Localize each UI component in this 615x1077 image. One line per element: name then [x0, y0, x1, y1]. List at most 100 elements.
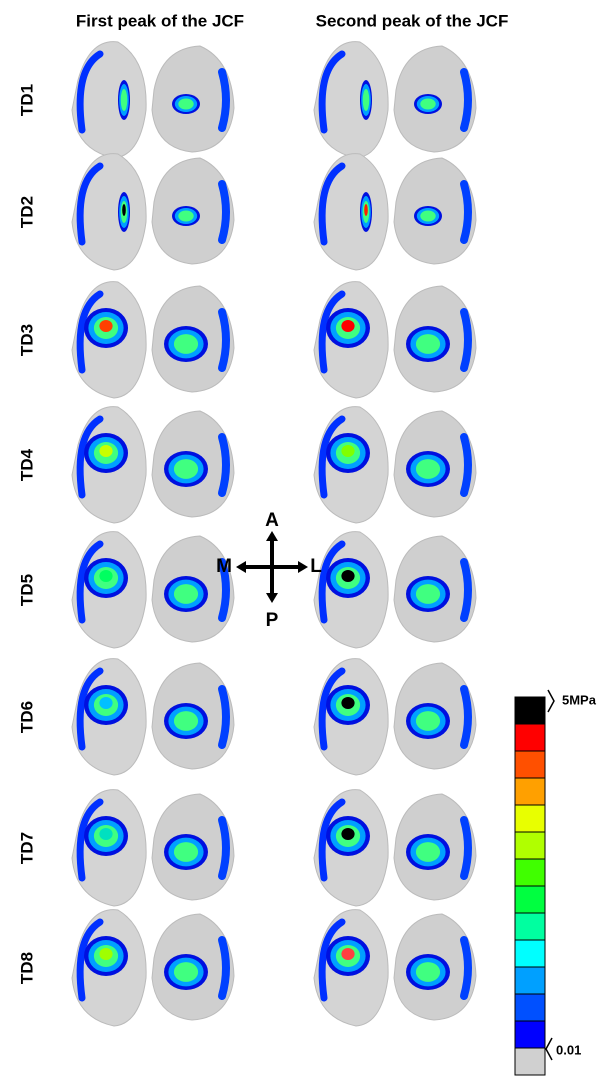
contact-rim — [222, 820, 226, 876]
pressure-region — [174, 584, 198, 604]
knee-pair — [314, 154, 476, 270]
legend-max-label: 5MPa — [562, 692, 597, 707]
contact-rim — [222, 312, 226, 368]
knee-pair — [314, 910, 476, 1026]
row-label: TD5 — [17, 574, 36, 606]
knee-pair — [314, 282, 476, 398]
pressure-region — [174, 842, 198, 862]
knee-pair — [314, 532, 476, 648]
pressure-region — [420, 211, 435, 222]
direction-label: M — [216, 556, 232, 577]
knee-pair — [314, 407, 476, 523]
column-header: Second peak of the JCF — [316, 11, 509, 30]
pressure-core — [341, 697, 354, 709]
direction-label: A — [265, 510, 279, 531]
row-label: TD7 — [17, 832, 36, 864]
arrow-head — [298, 561, 308, 573]
contact-rim — [464, 312, 468, 368]
contact-rim — [222, 437, 226, 493]
pressure-core — [364, 204, 368, 216]
pressure-core — [99, 828, 112, 840]
pressure-core — [341, 320, 354, 332]
pressure-region — [174, 962, 198, 982]
legend-swatch — [515, 994, 545, 1021]
contact-rim — [464, 437, 468, 493]
pressure-region — [121, 89, 128, 111]
figure: First peak of the JCF Second peak of the… — [0, 0, 615, 1077]
legend-swatch — [515, 913, 545, 940]
pressure-core — [122, 204, 126, 216]
legend-swatch — [515, 1048, 545, 1075]
pressure-core — [99, 948, 112, 960]
column-header: First peak of the JCF — [76, 11, 244, 30]
knee-pair — [72, 910, 234, 1026]
knee-pair — [72, 659, 234, 775]
legend-swatch — [515, 886, 545, 913]
pressure-region — [174, 711, 198, 731]
legend-min-label: 0.01 — [556, 1042, 581, 1057]
legend-swatch — [515, 805, 545, 832]
contact-rim — [464, 72, 468, 128]
arrow-head — [266, 531, 278, 541]
knee-pair — [72, 42, 234, 158]
contact-rim — [464, 689, 468, 745]
legend-swatch — [515, 967, 545, 994]
pressure-core — [99, 697, 112, 709]
legend-swatch — [515, 724, 545, 751]
contact-rim — [464, 562, 468, 618]
pressure-core — [341, 828, 354, 840]
direction-label: L — [310, 556, 322, 577]
legend-bracket — [546, 1038, 552, 1060]
direction-label: P — [266, 610, 279, 631]
orientation-compass: A P M L — [216, 510, 322, 631]
pressure-core — [341, 445, 354, 457]
legend-swatch — [515, 778, 545, 805]
pressure-core — [341, 948, 354, 960]
arrow-head — [266, 593, 278, 603]
legend-swatch — [515, 832, 545, 859]
arrow-head — [236, 561, 246, 573]
legend-swatch — [515, 859, 545, 886]
contact-rim — [222, 689, 226, 745]
legend-swatch — [515, 940, 545, 967]
knee-pair — [72, 407, 234, 523]
row-label: TD8 — [17, 952, 36, 984]
pressure-region — [416, 711, 440, 731]
legend-swatch — [515, 1021, 545, 1048]
contact-rim — [464, 940, 468, 996]
knee-pair — [314, 790, 476, 906]
pressure-region — [416, 334, 440, 354]
pressure-region — [416, 962, 440, 982]
row-label: TD1 — [17, 84, 36, 116]
row-label: TD2 — [17, 196, 36, 228]
legend-swatch — [515, 697, 545, 724]
pressure-core — [99, 320, 112, 332]
pressure-core — [99, 570, 112, 582]
knee-pair — [72, 282, 234, 398]
pressure-region — [416, 459, 440, 479]
pressure-maps — [72, 42, 476, 1026]
pressure-region — [178, 211, 193, 222]
row-label: TD3 — [17, 324, 36, 356]
pressure-region — [363, 89, 370, 111]
pressure-core — [341, 570, 354, 582]
color-legend: 5MPa 0.01 — [515, 690, 597, 1075]
contact-rim — [464, 184, 468, 240]
knee-pair — [72, 154, 234, 270]
pressure-region — [178, 99, 193, 110]
pressure-core — [99, 445, 112, 457]
legend-bracket — [548, 690, 554, 712]
pressure-region — [174, 459, 198, 479]
pressure-region — [174, 334, 198, 354]
contact-rim — [222, 940, 226, 996]
row-label: TD4 — [17, 448, 36, 481]
knee-pair — [314, 659, 476, 775]
row-label: TD6 — [17, 701, 36, 733]
pressure-region — [416, 842, 440, 862]
contact-rim — [222, 72, 226, 128]
contact-rim — [222, 184, 226, 240]
legend-swatch — [515, 751, 545, 778]
pressure-region — [420, 99, 435, 110]
contact-rim — [464, 820, 468, 876]
knee-pair — [72, 532, 234, 648]
